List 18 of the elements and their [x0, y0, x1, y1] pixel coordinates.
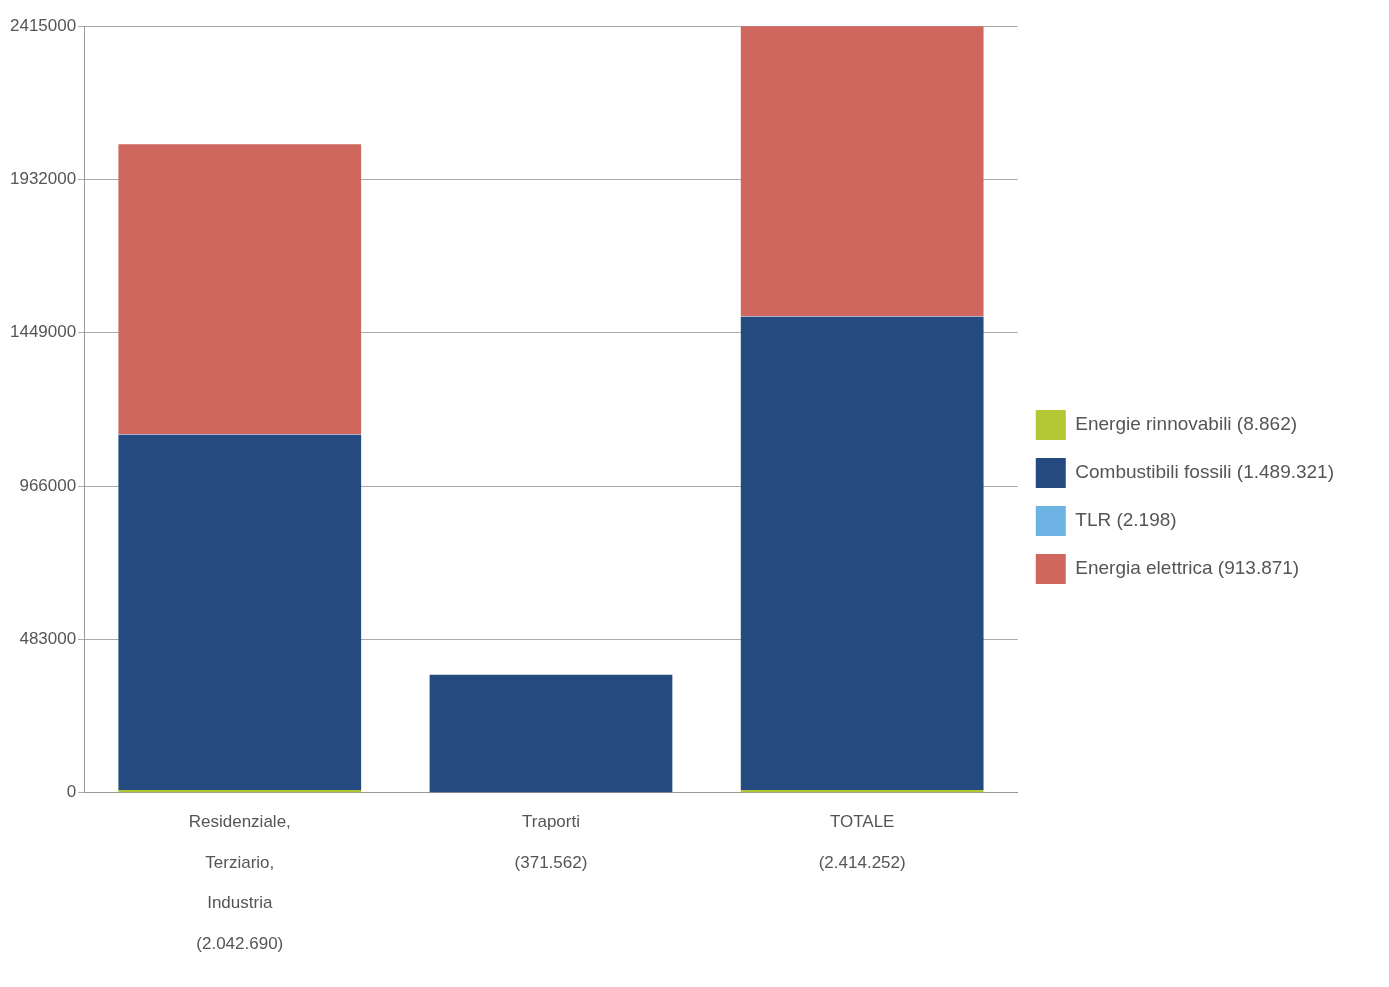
y-tick-label: 1449000 — [9, 322, 77, 342]
bar — [429, 674, 673, 793]
legend-label: Energie rinnovabili (8.862) — [1075, 413, 1298, 435]
bar — [118, 435, 362, 790]
category-label: Traporti (371.562) — [514, 811, 588, 872]
legend-label: Combustibili fossili (1.489.321) — [1075, 461, 1335, 483]
bar — [740, 26, 984, 317]
y-tick-label: 483000 — [19, 629, 77, 649]
y-tick-label: 2415000 — [9, 15, 77, 35]
y-tick-label: 0 — [66, 782, 77, 802]
category-label: Residenziale, Terziario, Industria (2.042.690) — [188, 811, 291, 954]
bar — [118, 144, 362, 435]
category-label: TOTALE (2.414.252) — [818, 811, 906, 872]
y-tick-label: 966000 — [19, 475, 77, 495]
legend-label: Energia elettrica (913.871) — [1075, 557, 1300, 579]
legend-label: TLR (2.198) — [1075, 509, 1177, 531]
bar — [740, 317, 984, 790]
y-tick-label: 1932000 — [9, 169, 77, 189]
